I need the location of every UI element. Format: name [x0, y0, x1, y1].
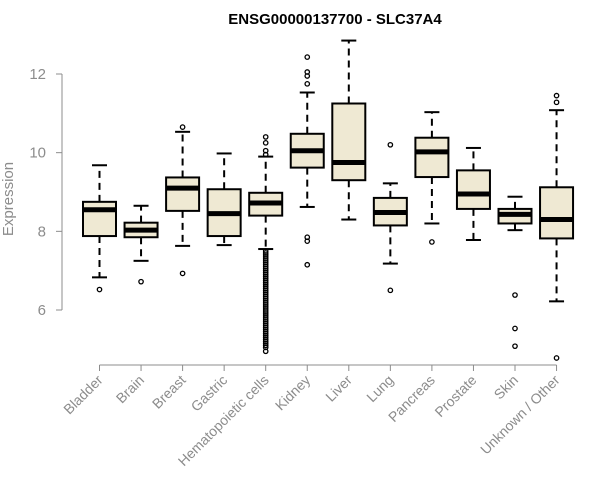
- boxes-group: [82, 39, 575, 361]
- outlier-point: [304, 54, 311, 60]
- outlier-point: [262, 342, 269, 349]
- x-tick-label: Bladder: [60, 372, 106, 418]
- box-hematopoietic-cells: [248, 134, 284, 355]
- iqr-box: [455, 169, 491, 210]
- y-tick-label: 6: [38, 302, 46, 319]
- outlier-point: [553, 99, 560, 106]
- x-tick-label: Lung: [363, 372, 396, 405]
- outlier-point: [512, 325, 518, 332]
- iqr-box: [539, 186, 575, 240]
- outlier-point: [512, 343, 518, 350]
- x-tick-label: Liver: [322, 372, 355, 405]
- iqr-box: [331, 102, 367, 182]
- axes-group: 6 8 10 12: [29, 66, 558, 371]
- box-skin: [497, 195, 533, 350]
- outlier-point: [96, 286, 103, 293]
- box-lung: [372, 141, 408, 294]
- x-tick-label: Kidney: [272, 372, 314, 414]
- outlier-point: [179, 124, 186, 130]
- y-tick-label: 10: [29, 145, 46, 162]
- outlier-point: [553, 355, 560, 361]
- outlier-point: [262, 134, 269, 140]
- x-tick-label: Unknown / Other: [477, 372, 563, 458]
- box-pancreas: [414, 111, 450, 245]
- outlier-point: [304, 80, 311, 87]
- x-tick-label: Prostate: [431, 372, 479, 420]
- outlier-point: [179, 270, 186, 277]
- outlier-point: [262, 151, 269, 158]
- outlier-point: [262, 139, 269, 146]
- outlier-point: [387, 287, 394, 294]
- x-tick-label: Brain: [113, 372, 147, 406]
- iqr-box: [414, 136, 450, 179]
- outlier-point: [304, 73, 311, 79]
- box-brain: [123, 204, 159, 285]
- iqr-box: [82, 200, 117, 238]
- x-tick-label: Skin: [491, 372, 522, 403]
- outlier-point: [553, 92, 560, 99]
- box-breast: [165, 124, 201, 277]
- box-liver: [331, 39, 367, 221]
- iqr-box: [165, 176, 201, 212]
- outlier-point: [429, 239, 435, 245]
- y-axis-label: Expression: [0, 162, 17, 236]
- outlier-point: [304, 261, 311, 268]
- y-tick-label: 12: [29, 66, 46, 83]
- box-prostate: [455, 146, 491, 241]
- outlier-point: [304, 238, 311, 245]
- box-unknown-other: [539, 92, 575, 361]
- y-tick-label: 8: [38, 223, 46, 240]
- chart-title: ENSG00000137700 - SLC37A4: [228, 11, 442, 28]
- outlier-point: [262, 348, 269, 355]
- box-kidney: [289, 54, 325, 268]
- box-gastric: [206, 152, 242, 247]
- outlier-point: [512, 292, 518, 298]
- x-tick-label: Breast: [149, 372, 189, 412]
- outlier-point: [138, 278, 144, 285]
- outlier-point: [387, 141, 394, 148]
- box-bladder: [82, 164, 117, 293]
